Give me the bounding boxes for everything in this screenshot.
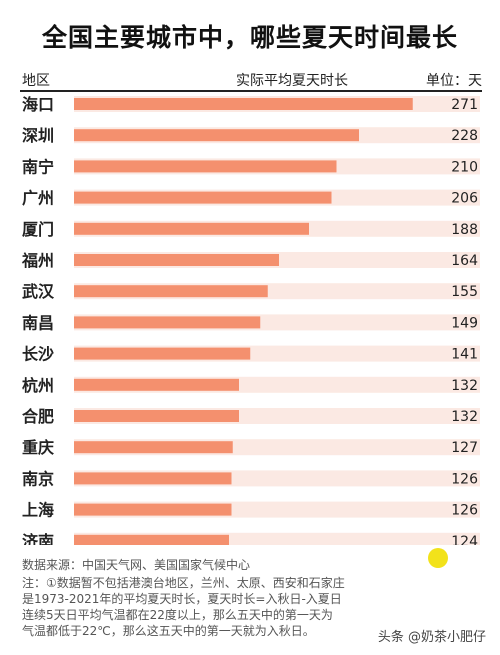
- bar: [74, 98, 413, 110]
- bar: [74, 191, 332, 204]
- value-label: 228: [451, 128, 478, 144]
- value-label: 155: [451, 284, 478, 300]
- bar: [74, 222, 309, 235]
- footnote-line: 注：①数据暂不包括港澳台地区，兰州、太原、西安和石家庄: [22, 576, 345, 590]
- value-label: 141: [451, 347, 478, 363]
- chart-title: 全国主要城市中，哪些夏天时间最长: [41, 23, 458, 52]
- value-label: 132: [451, 409, 478, 425]
- category-label: 广州: [22, 189, 54, 208]
- bar: [74, 378, 239, 391]
- category-label: 长沙: [22, 345, 54, 364]
- bar: [74, 534, 229, 545]
- category-label: 武汉: [22, 282, 55, 301]
- bar: [74, 503, 232, 516]
- value-label: 210: [451, 159, 478, 175]
- value-label: 164: [451, 253, 478, 269]
- bar: [74, 160, 337, 173]
- category-label: 南宁: [22, 157, 54, 176]
- category-label: 杭州: [22, 376, 54, 395]
- value-label: 271: [451, 97, 478, 113]
- bar: [74, 316, 261, 329]
- footnote-line: 气温都低于22℃，那么这五天中的第一天就为入秋日。: [22, 624, 315, 638]
- category-label: 济南: [22, 532, 54, 545]
- category-label: 厦门: [22, 220, 54, 239]
- table-header: 地区 实际平均夏天时长 单位：天: [22, 70, 482, 89]
- value-label: 206: [451, 191, 478, 207]
- footnote-line: 连续5天日平均气温都在22度以上，那么五天中的第一天为: [22, 608, 333, 622]
- unit-label: 单位：天: [426, 73, 482, 89]
- category-label: 南昌: [22, 313, 54, 332]
- bar: [74, 472, 232, 485]
- bar: [74, 347, 251, 360]
- bar: [74, 285, 268, 298]
- bar-chart: 海口 271 深圳 228 南宁 210 广州 206 厦门 188 福州 164 武汉 155 南昌 149…: [21, 95, 480, 545]
- value-label: 188: [451, 222, 478, 238]
- bar: [74, 410, 239, 422]
- value-label: 132: [451, 378, 478, 394]
- value-label: 126: [451, 471, 478, 487]
- footnote-line: 是1973-2021年的平均夏天时长，夏天时长=入秋日-入夏日: [22, 592, 342, 606]
- bar: [74, 129, 359, 142]
- category-label: 福州: [21, 251, 54, 270]
- value-label: 127: [451, 440, 478, 456]
- bar: [74, 441, 233, 454]
- category-label: 上海: [22, 501, 54, 520]
- region-column-header: 地区: [22, 73, 50, 89]
- value-label: 149: [451, 315, 478, 331]
- value-label: 124: [451, 534, 478, 545]
- category-label: 南京: [22, 469, 54, 488]
- category-label: 深圳: [22, 126, 54, 145]
- category-label: 合肥: [22, 407, 54, 426]
- header-divider: [20, 90, 482, 92]
- watermark-logo: [428, 548, 448, 568]
- category-label: 海口: [22, 95, 54, 114]
- bar: [74, 254, 279, 266]
- category-label: 重庆: [22, 438, 54, 457]
- footnote: 注：①数据暂不包括港澳台地区，兰州、太原、西安和石家庄 是1973-2021年的…: [22, 575, 382, 639]
- value-label: 126: [451, 503, 478, 519]
- data-source: 数据来源：中国天气网、美国国家气候中心: [22, 558, 251, 572]
- metric-column-header: 实际平均夏天时长: [236, 73, 348, 89]
- watermark-text: 头条 @奶茶小肥仔: [377, 630, 486, 645]
